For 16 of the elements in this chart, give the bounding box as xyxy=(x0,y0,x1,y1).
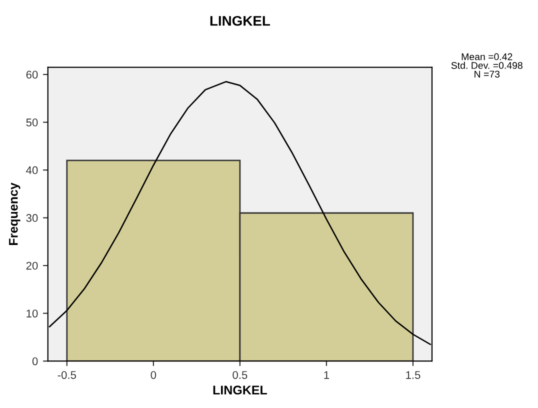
x-tick-label: 0 xyxy=(150,371,156,379)
x-tick-label: 1 xyxy=(324,371,330,379)
x-tick-label: 0.5 xyxy=(232,371,248,379)
y-tick-label: 30 xyxy=(26,214,38,222)
x-tick-label: 1.5 xyxy=(406,371,420,379)
y-tick-label: 20 xyxy=(26,262,38,270)
y-tick-label: 40 xyxy=(26,166,38,174)
y-axis-title: Frequency xyxy=(9,182,20,245)
x-tick-label: -0.5 xyxy=(58,371,76,379)
y-tick-label: 60 xyxy=(26,70,38,79)
text: Mean =0.42 Std. Dev. =0.498 N =73 xyxy=(451,53,522,78)
x-axis-title: LINGKEL xyxy=(213,386,267,395)
y-tick-label: 0 xyxy=(32,357,38,366)
chart-title: LINGKEL xyxy=(210,16,270,26)
y-tick-label: 50 xyxy=(26,118,38,126)
y-tick-label: 10 xyxy=(26,310,38,318)
